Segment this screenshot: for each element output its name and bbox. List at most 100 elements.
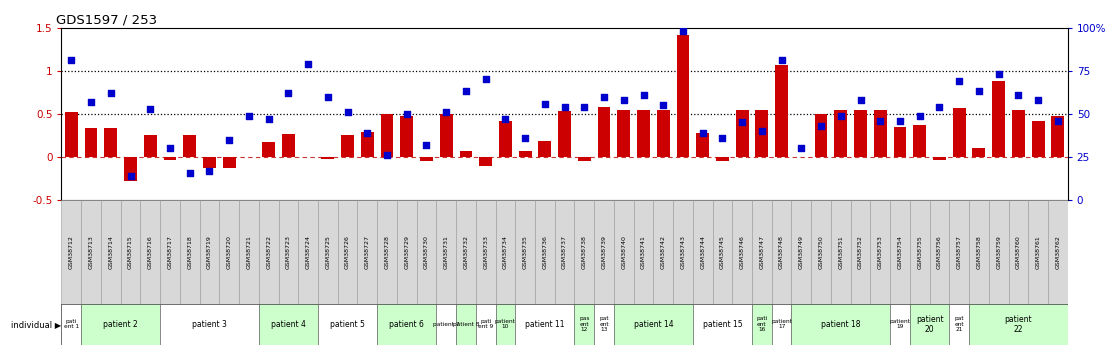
Bar (732, 200, 752, 304)
Text: GSM38726: GSM38726 (345, 235, 350, 269)
Point (141, 106, 159, 111)
Text: GSM38746: GSM38746 (740, 235, 745, 269)
Bar (141, 200, 160, 304)
Bar (910, 304, 949, 345)
Bar (614, 200, 634, 304)
Point (1010, 92, 1027, 98)
Text: GSM38713: GSM38713 (88, 235, 94, 269)
Point (536, 101, 553, 106)
Text: patient 18: patient 18 (821, 320, 861, 329)
Text: GSM38719: GSM38719 (207, 235, 212, 269)
Text: GSM38752: GSM38752 (858, 235, 863, 269)
Bar (775, 65, 788, 157)
Text: GSM38750: GSM38750 (818, 235, 824, 269)
Bar (299, 200, 318, 304)
Text: GSM38760: GSM38760 (1016, 235, 1021, 269)
Point (259, 116, 277, 122)
Bar (578, 157, 590, 161)
Bar (495, 200, 515, 304)
Text: GSM38727: GSM38727 (364, 235, 370, 269)
Bar (341, 135, 354, 157)
Text: patient
22: patient 22 (1005, 315, 1032, 334)
Bar (322, 157, 334, 159)
Bar (480, 157, 492, 166)
Text: pas
ent
12: pas ent 12 (579, 316, 589, 332)
Point (181, 170, 199, 175)
Text: GSM38735: GSM38735 (522, 235, 528, 269)
Text: GSM38758: GSM38758 (976, 235, 982, 269)
Bar (380, 114, 394, 157)
Bar (851, 200, 871, 304)
Text: GSM38762: GSM38762 (1055, 235, 1060, 269)
Bar (82, 200, 101, 304)
Text: patient 8: patient 8 (453, 322, 480, 327)
Point (556, 104, 574, 110)
Point (576, 104, 594, 110)
Point (398, 111, 416, 117)
Bar (144, 135, 157, 157)
Bar (812, 200, 831, 304)
Bar (163, 157, 177, 160)
Bar (1029, 200, 1048, 304)
Bar (436, 304, 456, 345)
Text: GSM38754: GSM38754 (898, 235, 902, 269)
Point (359, 130, 377, 136)
Bar (934, 157, 946, 159)
Bar (697, 133, 709, 157)
Point (161, 146, 179, 151)
Bar (417, 200, 436, 304)
Bar (693, 304, 752, 345)
Text: GSM38740: GSM38740 (622, 235, 626, 269)
Bar (594, 304, 614, 345)
Bar (222, 157, 236, 168)
Bar (377, 200, 397, 304)
Bar (85, 128, 97, 157)
Bar (756, 110, 768, 157)
Bar (598, 107, 610, 157)
Bar (82, 304, 160, 345)
Bar (949, 200, 969, 304)
Bar (634, 200, 653, 304)
Text: patient 11: patient 11 (525, 320, 565, 329)
Text: GSM38745: GSM38745 (720, 235, 724, 269)
Text: GSM38718: GSM38718 (187, 235, 192, 269)
Text: GSM38759: GSM38759 (996, 235, 1001, 269)
Bar (949, 304, 969, 345)
Point (457, 89, 475, 94)
Bar (555, 200, 575, 304)
Bar (771, 304, 792, 345)
Bar (282, 134, 295, 157)
Bar (913, 125, 926, 157)
Bar (752, 304, 771, 345)
Point (773, 58, 790, 63)
Bar (910, 200, 929, 304)
Bar (124, 157, 136, 181)
Bar (160, 200, 180, 304)
Bar (456, 304, 476, 345)
Text: patient 4: patient 4 (271, 320, 306, 329)
Bar (693, 200, 712, 304)
Bar (973, 148, 985, 157)
Bar (180, 200, 200, 304)
Point (437, 109, 455, 115)
Bar (361, 132, 373, 157)
Bar (436, 200, 456, 304)
Point (476, 77, 494, 82)
Text: GSM38742: GSM38742 (661, 235, 665, 269)
Point (240, 113, 258, 118)
Text: GSM38756: GSM38756 (937, 235, 942, 269)
Text: patient 7: patient 7 (433, 322, 459, 327)
Point (339, 109, 357, 115)
Point (930, 104, 948, 110)
Bar (104, 128, 117, 157)
Bar (988, 200, 1008, 304)
Point (517, 135, 534, 141)
Bar (456, 200, 476, 304)
Text: GSM38716: GSM38716 (148, 235, 153, 269)
Bar (377, 304, 436, 345)
Bar (200, 200, 219, 304)
Bar (854, 110, 866, 157)
Bar (657, 110, 670, 157)
Bar (558, 111, 571, 157)
Text: GSM38728: GSM38728 (385, 235, 389, 269)
